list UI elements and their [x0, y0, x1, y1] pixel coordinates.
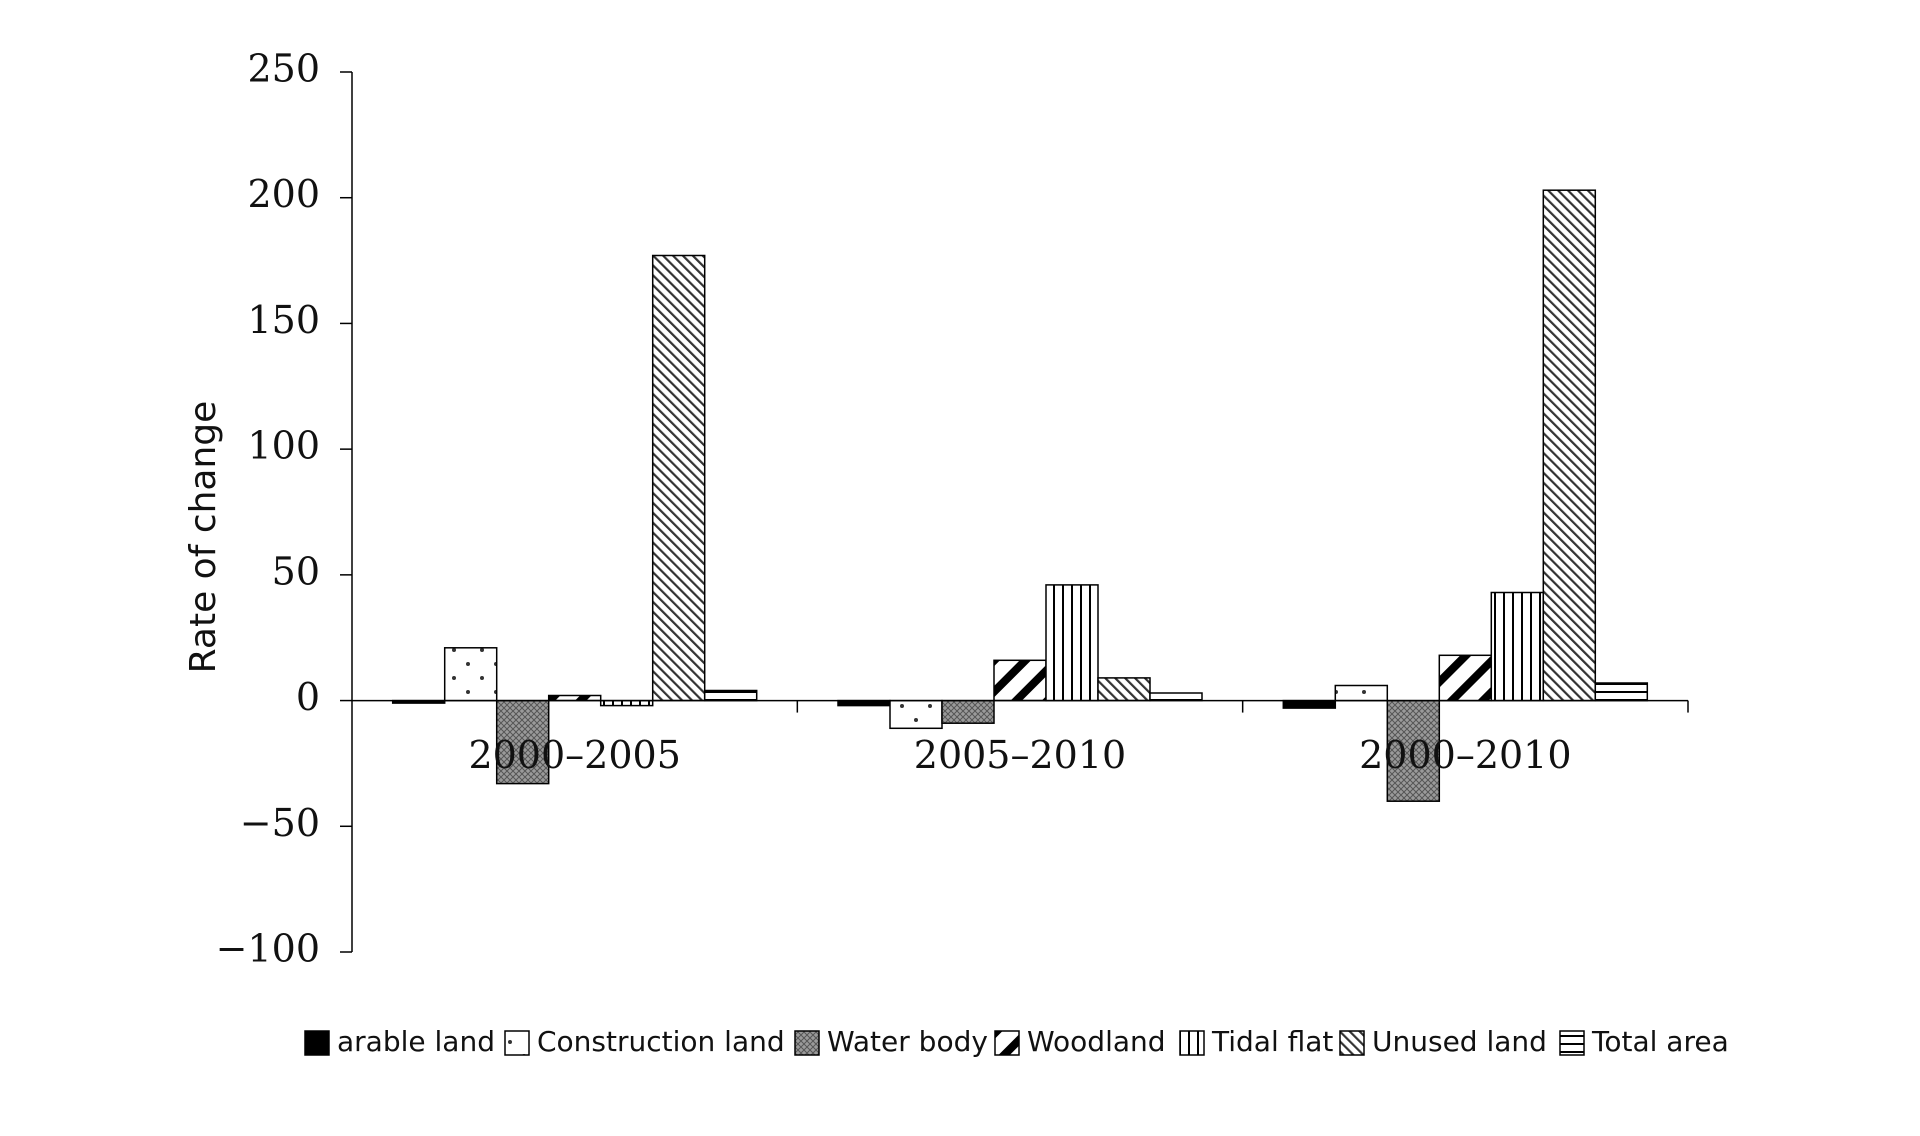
category-label: 2005–2010 — [914, 733, 1126, 777]
legend-label: Woodland — [1027, 1025, 1166, 1058]
legend-label: arable land — [337, 1025, 495, 1058]
category-labels: 2000–2005 2005–2010 2000–2010 — [468, 733, 1571, 777]
y-tick-label: −100 — [216, 927, 320, 971]
legend-label: Construction land — [537, 1025, 785, 1058]
bar-arable-land-1 — [837, 699, 891, 707]
bar-construction-land-2 — [1334, 684, 1389, 702]
category-label: 2000–2010 — [1359, 733, 1571, 777]
bar-water-body-0 — [495, 699, 550, 785]
bar-total-area-1 — [1149, 692, 1203, 702]
y-tick-label: 150 — [247, 298, 320, 342]
axes-layer — [340, 71, 1689, 953]
y-tick-label: 100 — [247, 424, 320, 468]
legend-item: Construction land — [504, 1025, 785, 1058]
legend-swatch — [994, 1030, 1020, 1056]
legend-label: Total area — [1591, 1025, 1729, 1058]
bar-woodland-2 — [1438, 654, 1493, 702]
legend-label: Tidal flat — [1211, 1025, 1333, 1058]
bar-water-body-1 — [941, 699, 995, 724]
legend-item: Water body — [794, 1025, 988, 1058]
bar-construction-land-0 — [443, 647, 498, 702]
bar-water-body-2 — [1386, 699, 1441, 802]
bar-construction-land-1 — [889, 699, 943, 730]
legend-swatch — [794, 1030, 820, 1056]
legend-swatch — [1179, 1030, 1205, 1056]
y-axis-label: Rate of change — [183, 401, 224, 674]
legend-swatch — [304, 1030, 330, 1056]
legend-item: arable land — [304, 1025, 495, 1058]
bar-arable-land-2 — [1282, 699, 1337, 709]
y-tick-label: 50 — [272, 549, 320, 593]
legend-swatch — [504, 1030, 530, 1056]
bars-layer — [391, 189, 1649, 802]
y-tick-labels: 250 200 150 100 50 0 −50 −100 — [216, 47, 320, 971]
legend-item: Woodland — [994, 1025, 1166, 1058]
legend-item: Tidal flat — [1179, 1025, 1333, 1058]
y-tick-label: 200 — [247, 172, 320, 216]
bar-tidal-flat-2 — [1490, 591, 1545, 702]
bar-woodland-0 — [547, 694, 602, 702]
y-tick-label: 0 — [296, 675, 320, 719]
legend-item: Unused land — [1339, 1025, 1547, 1058]
y-tick-label: 250 — [247, 47, 320, 91]
bar-unused-land-1 — [1097, 677, 1151, 702]
bar-woodland-1 — [993, 659, 1047, 702]
bar-total-area-0 — [703, 689, 758, 702]
bar-tidal-flat-1 — [1045, 584, 1099, 702]
legend-label: Water body — [827, 1025, 988, 1058]
y-tick-label: −50 — [240, 801, 320, 845]
legend-swatch — [1339, 1030, 1365, 1056]
bar-unused-land-0 — [651, 254, 706, 702]
legend-swatch — [1559, 1030, 1585, 1056]
legend-item: Total area — [1559, 1025, 1729, 1058]
bar-total-area-2 — [1594, 682, 1649, 702]
bar-unused-land-2 — [1542, 189, 1597, 702]
bar-tidal-flat-0 — [599, 699, 654, 707]
category-label: 2000–2005 — [468, 733, 680, 777]
legend-label: Unused land — [1372, 1025, 1547, 1058]
legend: arable land Construction land Water body Wo… — [304, 1025, 1729, 1058]
